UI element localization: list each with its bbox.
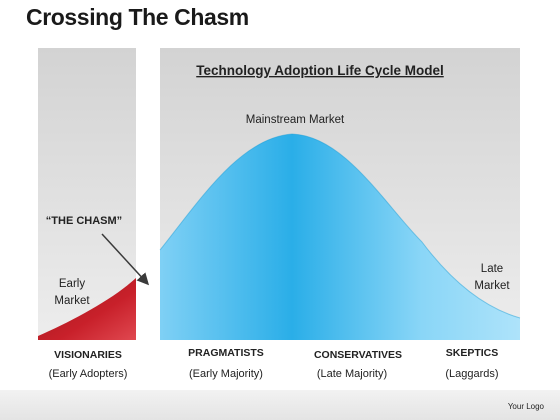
- segment-sub-visionaries: (Early Adopters): [49, 368, 128, 380]
- segment-name-visionaries: VISIONARIES: [54, 349, 122, 361]
- segment-sub-pragmatists: (Early Majority): [189, 368, 263, 380]
- segment-sub-conservatives: (Late Majority): [317, 368, 387, 380]
- segment-name-skeptics: SKEPTICS: [446, 347, 499, 359]
- logo-text: Your Logo: [508, 402, 545, 411]
- early-market-label-line1: Early: [59, 278, 85, 290]
- laggards-area: [422, 242, 520, 340]
- adoption-curve-outline: [159, 133, 521, 319]
- early-majority-area: [160, 134, 292, 340]
- chasm-arrow: [101, 233, 150, 286]
- panel-title: Technology Adoption Life Cycle Model: [196, 63, 444, 78]
- early-market-area: [38, 278, 136, 340]
- segment-sub-skeptics: (Laggards): [445, 368, 498, 380]
- late-majority-area: [292, 134, 422, 340]
- early-market-label-line2: Market: [54, 295, 90, 307]
- mainstream-market-label: Mainstream Market: [246, 114, 345, 126]
- segment-name-pragmatists: PRAGMATISTS: [188, 347, 264, 359]
- slide-title: Crossing The Chasm: [26, 4, 249, 30]
- late-market-label-line1: Late: [481, 263, 503, 275]
- footer-bar: [0, 390, 560, 420]
- chasm-label: “THE CHASM”: [46, 215, 122, 227]
- late-market-label-line2: Market: [474, 280, 510, 292]
- segment-name-conservatives: CONSERVATIVES: [314, 349, 402, 361]
